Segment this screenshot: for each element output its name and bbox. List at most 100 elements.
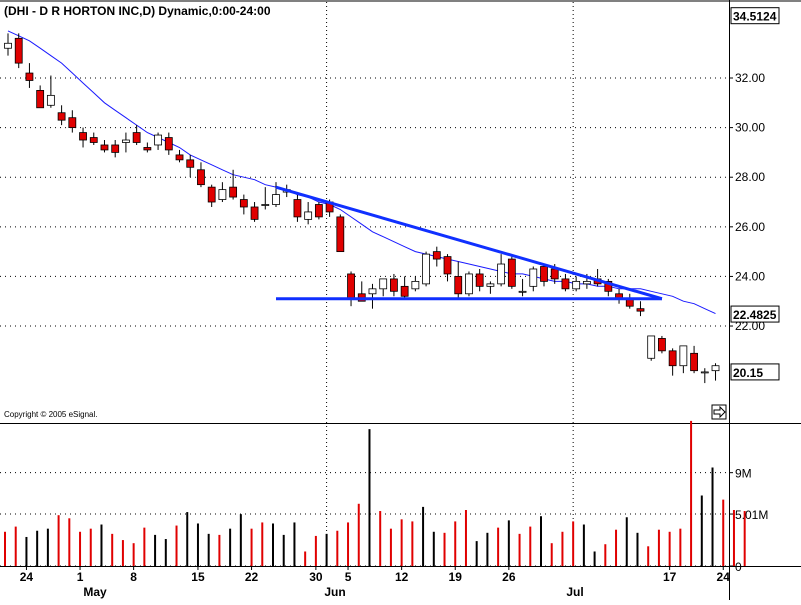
candle-body-up [422,253,430,285]
last-price-box [730,7,780,25]
trendline [275,185,663,301]
candle-body-down [540,266,548,282]
candle-body-up [154,134,162,146]
candle [647,335,656,361]
candle [690,345,698,374]
copyright-text: Copyright © 2005 eSignal. [4,410,98,419]
candle-body-down [132,132,141,143]
candle [25,63,34,88]
candle-body-down [14,37,23,64]
price-tick-label: 32.00 [735,71,765,85]
candle [636,301,645,317]
price-axis: 32.0030.0028.0026.0024.0022.0034.512422.… [729,7,780,381]
date-tick-label: 5 [345,570,352,584]
candle-body-up [304,211,313,220]
candle-body-down [100,144,109,151]
candle-body-down [668,350,677,367]
price-tick-label: 26.00 [735,220,765,234]
trendline-layer [275,185,663,301]
candlestick-series [4,33,720,384]
month-label: Jun [324,585,345,599]
date-tick-label: 24 [20,570,34,584]
date-tick-label: 22 [245,570,259,584]
candle [89,132,98,145]
date-tick-label: 17 [663,570,677,584]
candle-body-up [679,345,688,367]
candle [239,194,248,215]
candle-body-up [4,42,12,49]
candle-body-down [636,308,645,312]
last-price-label: 22.4825 [733,308,777,322]
candle-body-up [411,280,420,290]
scroll-right-icon[interactable] [711,404,727,420]
candle [186,154,195,178]
candle-body-down [186,159,195,168]
candle-body-down [293,199,302,218]
candle-body-down [164,137,173,151]
candle [250,202,259,222]
candle [57,105,66,126]
candle-body-up [582,280,591,285]
candle [229,169,238,200]
date-tick-label: 8 [130,570,137,584]
date-tick-label: 19 [449,570,463,584]
candle-body-up [711,365,720,372]
candle [390,273,398,297]
candle-body-down [89,137,98,143]
candle-body-down [432,251,441,260]
candle-body-down [229,186,238,198]
candle [540,264,548,287]
candle [507,256,516,289]
candle [572,276,581,292]
candle [154,132,162,150]
volume-series [4,420,746,566]
candle [207,184,216,207]
candle [132,125,141,145]
candle-body-up [529,268,538,287]
date-tick-label: 26 [502,570,516,584]
candle [4,33,12,56]
candle [272,182,280,207]
candle-body-down [143,147,152,151]
candle [668,348,677,376]
candle-body-down [604,280,613,292]
candle-body-up [572,280,581,290]
candle-body-down [347,273,355,300]
candle [111,140,120,158]
candle-body-down [336,216,345,253]
candle-body-up [368,288,377,295]
candle-body-down [400,285,409,297]
date-tick-label: 12 [395,570,409,584]
candle [658,335,666,354]
volume-tick-label: 5.01M [735,508,768,522]
date-tick-label: 30 [309,570,323,584]
candle [46,75,55,108]
candle [711,363,720,381]
candle-body-down [79,132,87,141]
candle [400,276,409,299]
candle [411,276,420,292]
candle-body-down [690,352,698,372]
candle-body-up [46,94,55,106]
candle [529,266,538,292]
candle [36,85,45,109]
candle-body-up [518,290,527,293]
last-price-label: 20.15 [733,366,763,380]
price-tick-label: 24.00 [735,269,765,283]
chart-title: (DHI - D R HORTON INC,D) Dynamic,0:00-24… [4,4,271,18]
candle [561,273,570,292]
candle [79,127,87,148]
candle-body-down [111,144,120,153]
candle-body-down [68,117,77,129]
candle-body-down [207,186,216,203]
volume-axis: 9M 5.01M 0 [729,467,768,574]
candle-body-down [550,268,559,280]
candle-body-down [390,278,398,292]
price-tick-label: 28.00 [735,170,765,184]
candle [475,268,484,292]
last-price-box [730,305,780,323]
candle-body-down [314,204,323,218]
date-tick-label: 24 [717,570,731,584]
candle [336,214,345,253]
